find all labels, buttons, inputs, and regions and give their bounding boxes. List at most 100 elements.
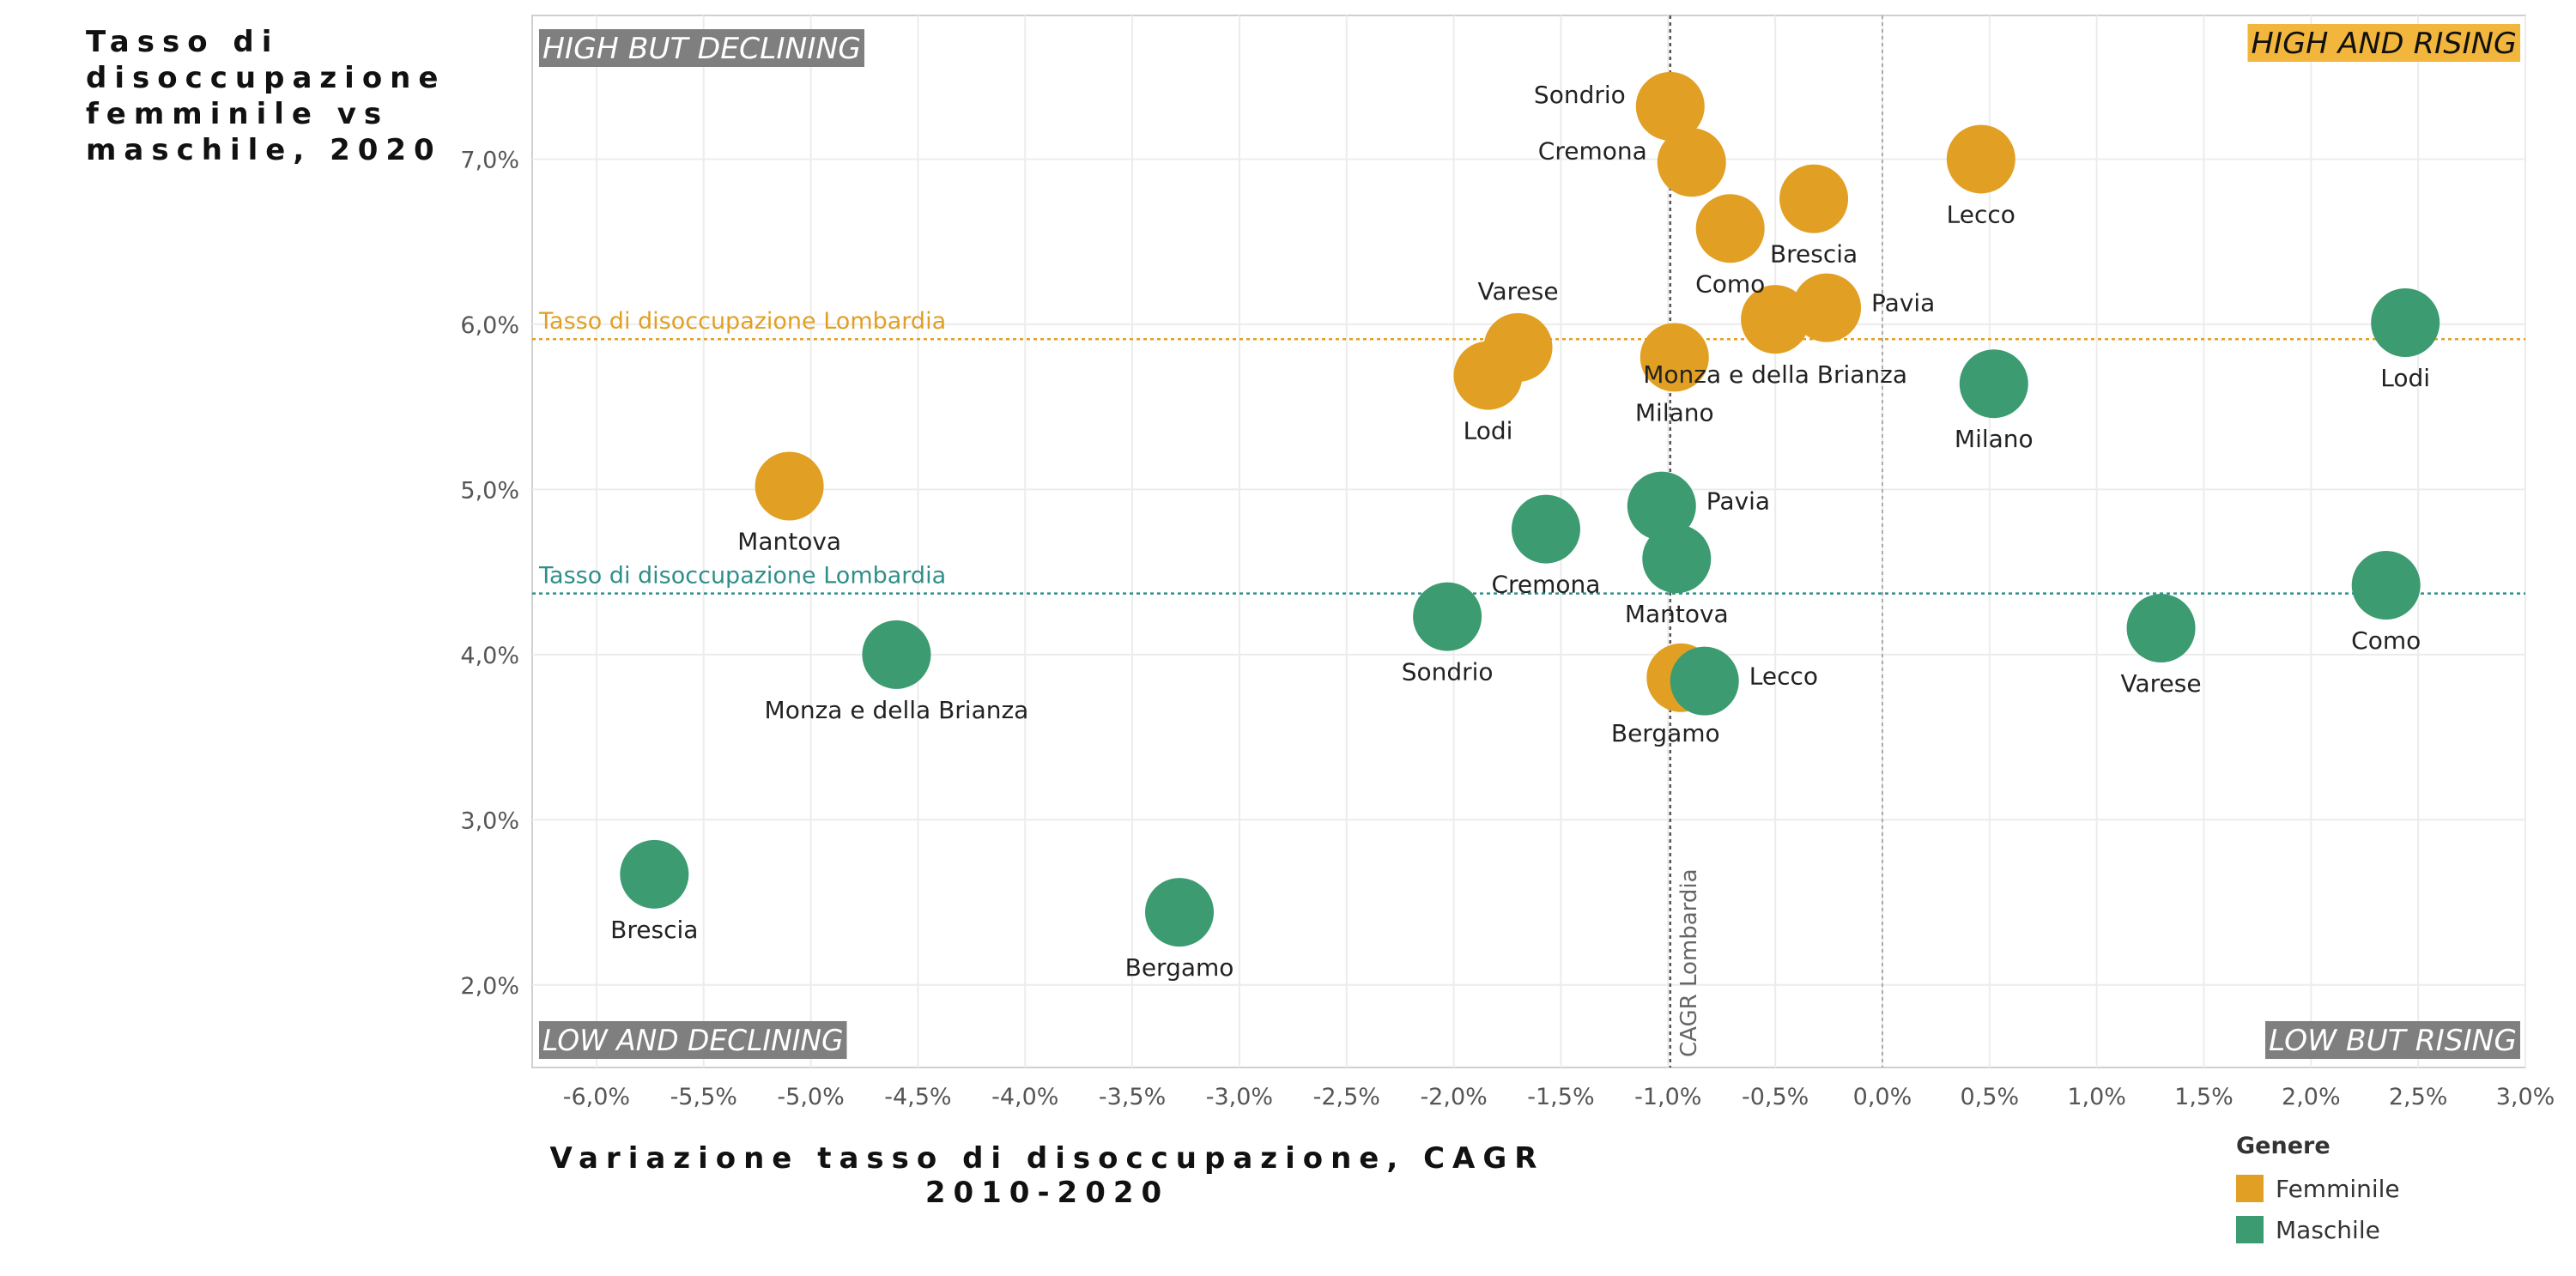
x-tick-label: -2,5%	[1313, 1084, 1380, 1110]
y-tick-label: 3,0%	[460, 807, 519, 834]
quadrant-low-and-declining: LOW AND DECLINING	[539, 1021, 847, 1059]
x-tick-label: 1,5%	[2174, 1084, 2234, 1110]
y-tick-label: 5,0%	[460, 477, 519, 504]
x-tick-label: -3,0%	[1206, 1084, 1273, 1110]
quadrant-low-and-declining-text: LOW AND DECLINING	[542, 1024, 844, 1058]
cagr-lombardia-label: CAGR Lombardia	[1676, 868, 1702, 1057]
x-tick-label: 2,5%	[2389, 1084, 2448, 1110]
point-label: Bergamo	[1611, 719, 1720, 747]
point-label: Mantova	[737, 528, 841, 556]
quadrant-high-but-declining-text: HIGH BUT DECLINING	[542, 32, 861, 66]
x-tick-label: 1,0%	[2067, 1084, 2126, 1110]
point-label: Brescia	[610, 916, 698, 944]
point-femminile-milano	[1640, 323, 1709, 392]
point-maschile-lecco	[1670, 646, 1739, 716]
quadrant-low-and-declining-box	[539, 1021, 847, 1059]
point-maschile-mantova	[1642, 524, 1712, 594]
x-tick-label: -0,5%	[1742, 1084, 1809, 1110]
x-tick-label: 0,0%	[1853, 1084, 1912, 1110]
point-label: Pavia	[1871, 289, 1935, 317]
point-maschile-bergamo	[1145, 878, 1215, 947]
x-tick-label: -1,0%	[1634, 1084, 1701, 1110]
point-maschile-monza-e-della-brianza	[862, 620, 931, 689]
point-femminile-mantova	[755, 451, 824, 521]
point-label: Mantova	[1625, 600, 1729, 628]
x-tick-label: -4,5%	[884, 1084, 951, 1110]
point-femminile-cremona	[1657, 128, 1726, 197]
point-label: Lodi	[1464, 417, 1513, 445]
quadrant-high-but-declining-box	[539, 29, 864, 67]
point-femminile-sondrio	[1635, 71, 1705, 141]
point-label: Varese	[2121, 669, 2202, 698]
point-femminile-pavia	[1792, 273, 1862, 342]
quadrant-high-and-rising-text: HIGH AND RISING	[2252, 27, 2518, 61]
female-rate-label: Tasso di disoccupazione Lombardia	[538, 308, 946, 335]
legend-swatch-femminile	[2236, 1175, 2264, 1202]
point-label: Como	[2351, 626, 2421, 655]
legend-title: Genere	[2236, 1133, 2331, 1159]
point-label: Cremona	[1538, 136, 1647, 165]
data-points	[620, 71, 2440, 947]
point-femminile-lodi	[1453, 341, 1523, 410]
point-maschile-sondrio	[1413, 582, 1482, 651]
point-label: Milano	[1955, 425, 2034, 453]
quadrant-high-and-rising-box	[2247, 24, 2520, 62]
point-femminile-brescia	[1779, 164, 1849, 233]
point-label: Monza e della Brianza	[1643, 360, 1907, 389]
x-tick-label: 2,0%	[2282, 1084, 2341, 1110]
point-label: Cremona	[1491, 571, 1600, 599]
x-tick-label: -5,0%	[777, 1084, 844, 1110]
x-tick-label: 3,0%	[2496, 1084, 2555, 1110]
point-femminile-lecco	[1946, 124, 2015, 194]
chart-title: Tasso di disoccupazione femminile vs mas…	[86, 25, 446, 167]
x-tick-label: 0,5%	[1961, 1084, 2020, 1110]
quadrant-high-and-rising: HIGH AND RISING	[2247, 24, 2520, 62]
legend-swatch-maschile	[2236, 1216, 2264, 1243]
point-label: Pavia	[1706, 487, 1770, 516]
point-maschile-pavia	[1627, 471, 1696, 541]
point-label: Sondrio	[1402, 658, 1494, 686]
x-tick-label: -4,0%	[991, 1084, 1058, 1110]
point-femminile-como	[1695, 194, 1765, 263]
point-femminile-monza-e-della-brianza	[1741, 285, 1810, 354]
point-label: Monza e della Brianza	[765, 696, 1029, 724]
x-axis-title: Variazione tasso di disoccupazione, CAGR…	[549, 1141, 1545, 1210]
x-tick-label: -1,5%	[1527, 1084, 1594, 1110]
legend-label-femminile: Femminile	[2276, 1174, 2400, 1203]
point-label: Sondrio	[1534, 81, 1626, 109]
point-label: Varese	[1477, 277, 1558, 305]
point-maschile-como	[2351, 551, 2421, 620]
y-tick-label: 7,0%	[460, 147, 519, 173]
quadrant-low-but-rising: LOW BUT RISING	[2265, 1021, 2520, 1059]
legend: Genere Femminile Maschile	[2236, 1133, 2400, 1250]
y-tick-label: 2,0%	[460, 973, 519, 1000]
quadrant-low-but-rising-text: LOW BUT RISING	[2269, 1024, 2517, 1058]
y-tick-label: 6,0%	[460, 312, 519, 339]
point-maschile-cremona	[1511, 494, 1580, 564]
reference-lines: CAGR Lombardia Tasso di disoccupazione Lo…	[532, 15, 2525, 1067]
point-maschile-milano	[1959, 349, 2028, 419]
point-maschile-varese	[2126, 594, 2196, 663]
point-label: Milano	[1635, 398, 1714, 426]
x-tick-label: -3,5%	[1099, 1084, 1166, 1110]
axis-ticks: -6,0% -5,5% -5,0% -4,5% -4,0% -3,5% -3,0% -2,5%…	[460, 147, 2555, 1110]
quadrant-low-but-rising-box	[2265, 1021, 2520, 1059]
x-tick-label: -5,5%	[670, 1084, 737, 1110]
point-label: Como	[1695, 269, 1765, 298]
point-label: Lecco	[1749, 662, 1818, 691]
point-labels: SondrioCremonaLeccoBresciaComoPaviaMonza…	[610, 81, 2430, 982]
quadrant-high-but-declining: HIGH BUT DECLINING	[539, 29, 864, 67]
male-rate-label: Tasso di disoccupazione Lombardia	[538, 563, 946, 590]
point-label: Lodi	[2380, 364, 2430, 392]
point-maschile-lodi	[2371, 287, 2440, 357]
quadrant-labels: HIGH BUT DECLINING HIGH AND RISING LOW AND…	[539, 24, 2520, 1059]
point-label: Brescia	[1770, 240, 1858, 269]
x-tick-label: -6,0%	[563, 1084, 630, 1110]
legend-item-femminile[interactable]: Femminile	[2236, 1168, 2400, 1209]
legend-item-maschile[interactable]: Maschile	[2236, 1209, 2400, 1250]
point-maschile-brescia	[620, 839, 689, 909]
y-tick-label: 4,0%	[460, 643, 519, 669]
x-tick-label: -2,0%	[1420, 1084, 1487, 1110]
legend-label-maschile: Maschile	[2276, 1215, 2380, 1244]
